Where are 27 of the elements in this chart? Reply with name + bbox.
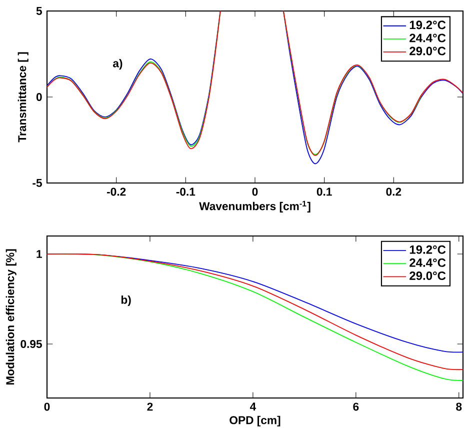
y-tick-label: 1 <box>36 250 42 258</box>
y-axis-title: Modulation efficiency [%] <box>6 249 16 385</box>
x-tick-label: 6 <box>353 402 359 411</box>
x-tick-label: 2 <box>147 402 153 411</box>
x-axis-title: OPD [cm] <box>230 416 280 426</box>
legend-label: 24.4°C <box>410 258 446 267</box>
annotation: b) <box>121 295 131 306</box>
x-tick-label: 8 <box>456 402 462 411</box>
x-tick-label: 0.2 <box>386 188 402 196</box>
x-tick-label: 0 <box>252 188 258 196</box>
y-tick-label: -5 <box>32 179 42 187</box>
legend-label: 24.4°C <box>410 34 446 42</box>
y-tick-label: 5 <box>36 7 42 15</box>
x-tick-label: -0.1 <box>176 188 196 196</box>
legend-label: 19.2°C <box>410 20 446 30</box>
legend-label: 29.0°C <box>410 271 446 280</box>
legend-label: 19.2°C <box>410 245 446 254</box>
annotation: a) <box>113 59 122 70</box>
x-tick-label: 0 <box>44 402 50 411</box>
y-tick-label: 0 <box>36 92 42 101</box>
y-tick-label: 0.95 <box>20 340 42 348</box>
x-tick-label: 0.1 <box>316 188 332 196</box>
x-tick-label: 4 <box>250 402 256 410</box>
legend-label: 29.0°C <box>410 46 446 56</box>
x-axis-title: Wavenumbers [cm$^{-1}$] <box>199 200 310 212</box>
y-axis-title: Transmittance [ ] <box>18 52 28 142</box>
x-tick-label: -0.2 <box>107 188 126 196</box>
